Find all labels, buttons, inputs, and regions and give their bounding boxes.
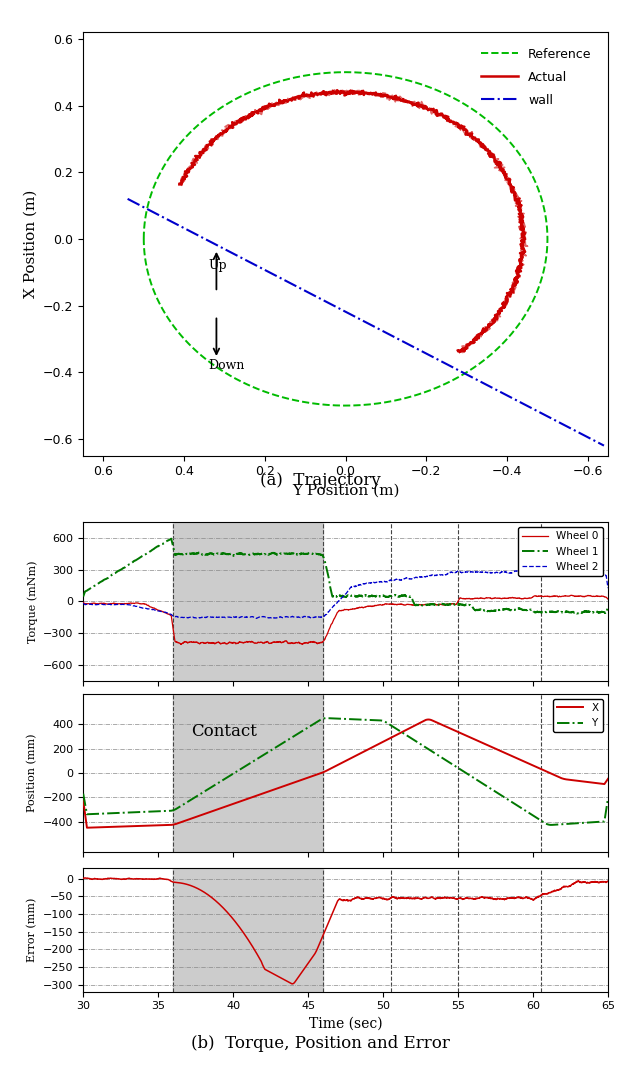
Y-axis label: Error (mm): Error (mm) [27, 897, 37, 963]
Text: (a)  Trajectory: (a) Trajectory [260, 472, 380, 489]
Legend: X, Y: X, Y [553, 699, 603, 732]
X-axis label: Time (sec): Time (sec) [308, 1017, 383, 1031]
Bar [173, 694, 323, 852]
Text: Contact: Contact [191, 724, 257, 741]
Y-axis label: Torque (mNm): Torque (mNm) [27, 561, 38, 642]
Y-axis label: Position (mm): Position (mm) [27, 733, 37, 813]
Text: Up: Up [209, 259, 227, 272]
Bar [173, 522, 323, 681]
X-axis label: Y Position (m): Y Position (m) [292, 483, 399, 497]
Y-axis label: X Position (m): X Position (m) [24, 190, 38, 298]
Text: Down: Down [209, 359, 244, 372]
Text: (b)  Torque, Position and Error: (b) Torque, Position and Error [191, 1036, 449, 1053]
Legend: Wheel 0, Wheel 1, Wheel 2: Wheel 0, Wheel 1, Wheel 2 [518, 527, 603, 576]
Bar [173, 868, 323, 992]
Legend: Reference, Actual, wall: Reference, Actual, wall [476, 43, 596, 111]
